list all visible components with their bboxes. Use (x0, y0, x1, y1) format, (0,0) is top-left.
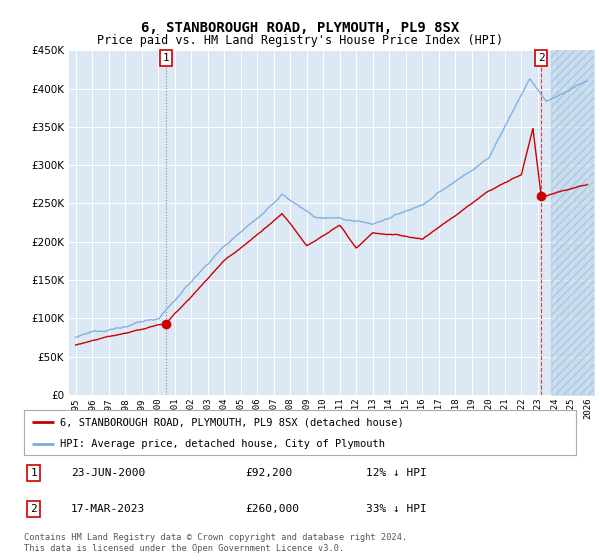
Text: Price paid vs. HM Land Registry's House Price Index (HPI): Price paid vs. HM Land Registry's House … (97, 34, 503, 46)
Text: 6, STANBOROUGH ROAD, PLYMOUTH, PL9 8SX: 6, STANBOROUGH ROAD, PLYMOUTH, PL9 8SX (141, 21, 459, 35)
Text: 12% ↓ HPI: 12% ↓ HPI (366, 468, 427, 478)
Text: Contains HM Land Registry data © Crown copyright and database right 2024.
This d: Contains HM Land Registry data © Crown c… (24, 533, 407, 553)
Text: 2: 2 (538, 53, 545, 63)
Text: 23-JUN-2000: 23-JUN-2000 (71, 468, 145, 478)
Text: 1: 1 (163, 53, 169, 63)
Bar (551, 50, 594, 395)
Text: £260,000: £260,000 (245, 504, 299, 514)
Text: HPI: Average price, detached house, City of Plymouth: HPI: Average price, detached house, City… (60, 439, 385, 449)
Text: 2: 2 (31, 504, 37, 514)
Text: 6, STANBOROUGH ROAD, PLYMOUTH, PL9 8SX (detached house): 6, STANBOROUGH ROAD, PLYMOUTH, PL9 8SX (… (60, 417, 404, 427)
Text: £92,200: £92,200 (245, 468, 292, 478)
Text: 17-MAR-2023: 17-MAR-2023 (71, 504, 145, 514)
Text: 1: 1 (31, 468, 37, 478)
Text: 33% ↓ HPI: 33% ↓ HPI (366, 504, 427, 514)
